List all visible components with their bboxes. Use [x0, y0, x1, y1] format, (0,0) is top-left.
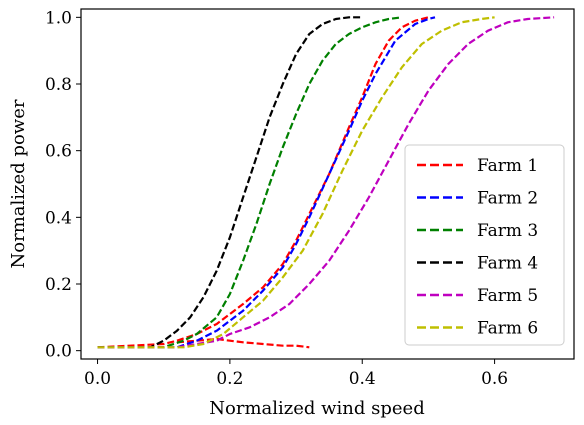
- series-line-farm-6: [97, 16, 495, 349]
- series-line-farm-3: [97, 16, 403, 349]
- series-line-farm-5: [97, 16, 555, 349]
- series-line-farm-4: [97, 16, 363, 349]
- legend-entry: Farm 4: [477, 254, 538, 274]
- x-tick-label: 0.2: [216, 369, 243, 389]
- y-tick-label: 0.0: [45, 342, 72, 362]
- plot-frame: [80, 8, 575, 360]
- y-tick-label: 0.4: [45, 208, 72, 228]
- series-layer: [97, 16, 555, 349]
- y-tick-label: 0.6: [45, 142, 72, 162]
- legend-entry: Farm 2: [477, 189, 538, 209]
- series-tail-farm-1: [176, 337, 310, 349]
- legend-entry: Farm 5: [477, 286, 538, 306]
- legend: Farm 1 Farm 2 Farm 3 Farm 4 Farm 5 Farm 6: [404, 144, 565, 346]
- x-tick-label: 0.6: [481, 369, 508, 389]
- x-tick-label: 0.4: [349, 369, 376, 389]
- x-axis: 0.0 0.2 0.4 0.6: [84, 359, 508, 389]
- series-line-farm-2: [97, 16, 436, 349]
- legend-entry: Farm 3: [477, 221, 538, 241]
- x-tick-label: 0.0: [84, 369, 111, 389]
- y-tick-label: 1.0: [45, 8, 72, 28]
- legend-entry: Farm 1: [477, 156, 538, 176]
- y-axis-label: Normalized power: [8, 99, 29, 268]
- legend-entry: Farm 6: [477, 319, 538, 339]
- y-tick-label: 0.2: [45, 275, 72, 295]
- y-tick-label: 0.8: [45, 75, 72, 95]
- x-axis-label: Normalized wind speed: [209, 398, 424, 419]
- y-axis: 0.0 0.2 0.4 0.6 0.8 1.0: [45, 8, 81, 362]
